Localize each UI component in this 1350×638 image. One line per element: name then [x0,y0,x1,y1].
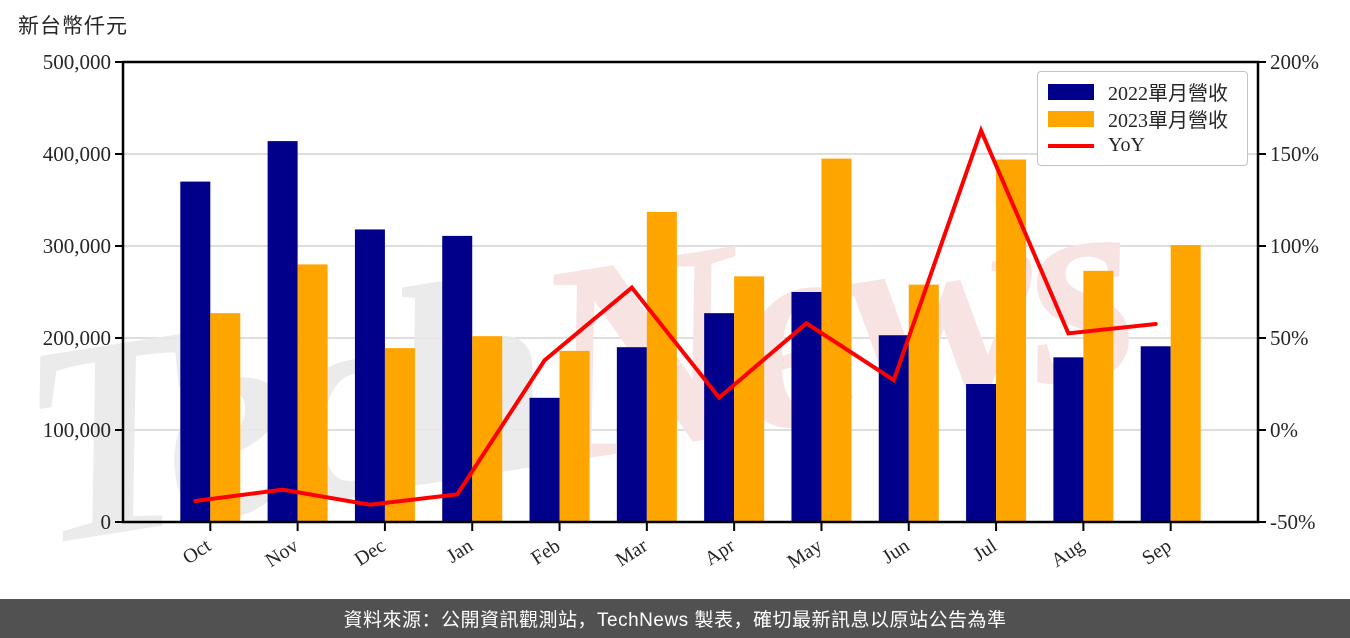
right-axis-tick-label: 0% [1270,418,1298,442]
bar-2023單月營收-Oct [210,313,241,522]
bar-2022單月營收-Jan [442,235,473,522]
legend-item-yoy: YoY [1048,132,1237,159]
left-axis-tick-label: 500,000 [43,50,111,74]
legend-swatch-2023 [1048,110,1094,127]
right-axis-tick-label: 100% [1270,234,1319,258]
left-axis-tick-label: 300,000 [43,234,111,258]
bar-2023單月營收-Mar [646,211,677,522]
legend-label-yoy: YoY [1108,134,1145,156]
bar-2023單月營收-Feb [559,350,590,522]
x-axis-tick-label: Sep [1138,535,1175,570]
legend-item-2022: 2022單月營收 [1048,78,1237,105]
left-axis-tick-label: 200,000 [43,326,111,350]
bar-2023單月營收-Dec [384,348,415,522]
bar-2023單月營收-Sep [1170,245,1201,522]
bar-2023單月營收-Apr [734,276,765,522]
x-axis-tick-label: Jul [969,535,1001,566]
left-axis-title: 新台幣仟元 [18,14,128,38]
bar-2022單月營收-Dec [354,229,385,522]
yoy-line-layer [193,125,1158,507]
footer-bar: 資料來源：公開資訊觀測站，TechNews 製表，確切最新訊息以原站公告為準 [0,599,1350,638]
x-axis-tick-label: Mar [612,535,652,572]
bar-2022單月營收-Feb [529,397,560,522]
footer-text: 資料來源：公開資訊觀測站，TechNews 製表，確切最新訊息以原站公告為準 [343,610,1007,631]
left-axis-tick-label: 100,000 [43,418,111,442]
axes-frame-layer [115,60,1266,531]
right-axis-tick-label: 200% [1270,50,1319,74]
bar-2022單月營收-Nov [267,141,298,522]
x-axis-tick-label: Apr [701,535,739,571]
x-axis-tick-label: Jun [878,535,913,569]
left-axis-tick-label: 0 [101,510,112,534]
bar-2023單月營收-Aug [1083,270,1114,522]
x-axis-tick-label: Feb [527,535,564,570]
yoy-line [193,125,1158,507]
right-axis-tick-label: 50% [1270,326,1309,350]
legend-swatch-yoy [1048,143,1094,148]
legend: 2022單月營收 2023單月營收 YoY [1037,71,1248,166]
bar-2022單月營收-Sep [1140,346,1171,522]
left-axis-tick-label: 400,000 [43,142,111,166]
bar-2022單月營收-May [791,292,822,522]
x-axis-tick-label: May [783,535,826,573]
legend-label-2023: 2023單月營收 [1108,110,1228,132]
bar-2022單月營收-Aug [1053,357,1084,522]
revenue-chart: TechNews 0-50%100,0000%200,00050%300,000… [0,50,1319,599]
right-axis-tick-label: 150% [1270,142,1319,166]
bar-2022單月營收-Oct [180,181,211,522]
bar-2023單月營收-Nov [297,264,328,522]
bar-2023單月營收-Jul [996,159,1027,522]
bars-layer [180,141,1201,522]
plot-frame [121,60,1260,524]
bar-2023單月營收-May [821,158,852,522]
legend-item-2023: 2023單月營收 [1048,105,1237,132]
bar-2022單月營收-Mar [616,347,647,522]
legend-swatch-2022 [1048,83,1094,100]
bar-2022單月營收-Jun [878,335,909,522]
right-axis-tick-label: -50% [1270,510,1316,534]
bar-2023單月營收-Jan [472,336,503,522]
legend-label-2022: 2022單月營收 [1108,83,1228,105]
bar-2022單月營收-Apr [704,313,735,522]
x-axis-tick-label: Aug [1047,535,1088,572]
bar-2022單月營收-Jul [966,384,997,522]
